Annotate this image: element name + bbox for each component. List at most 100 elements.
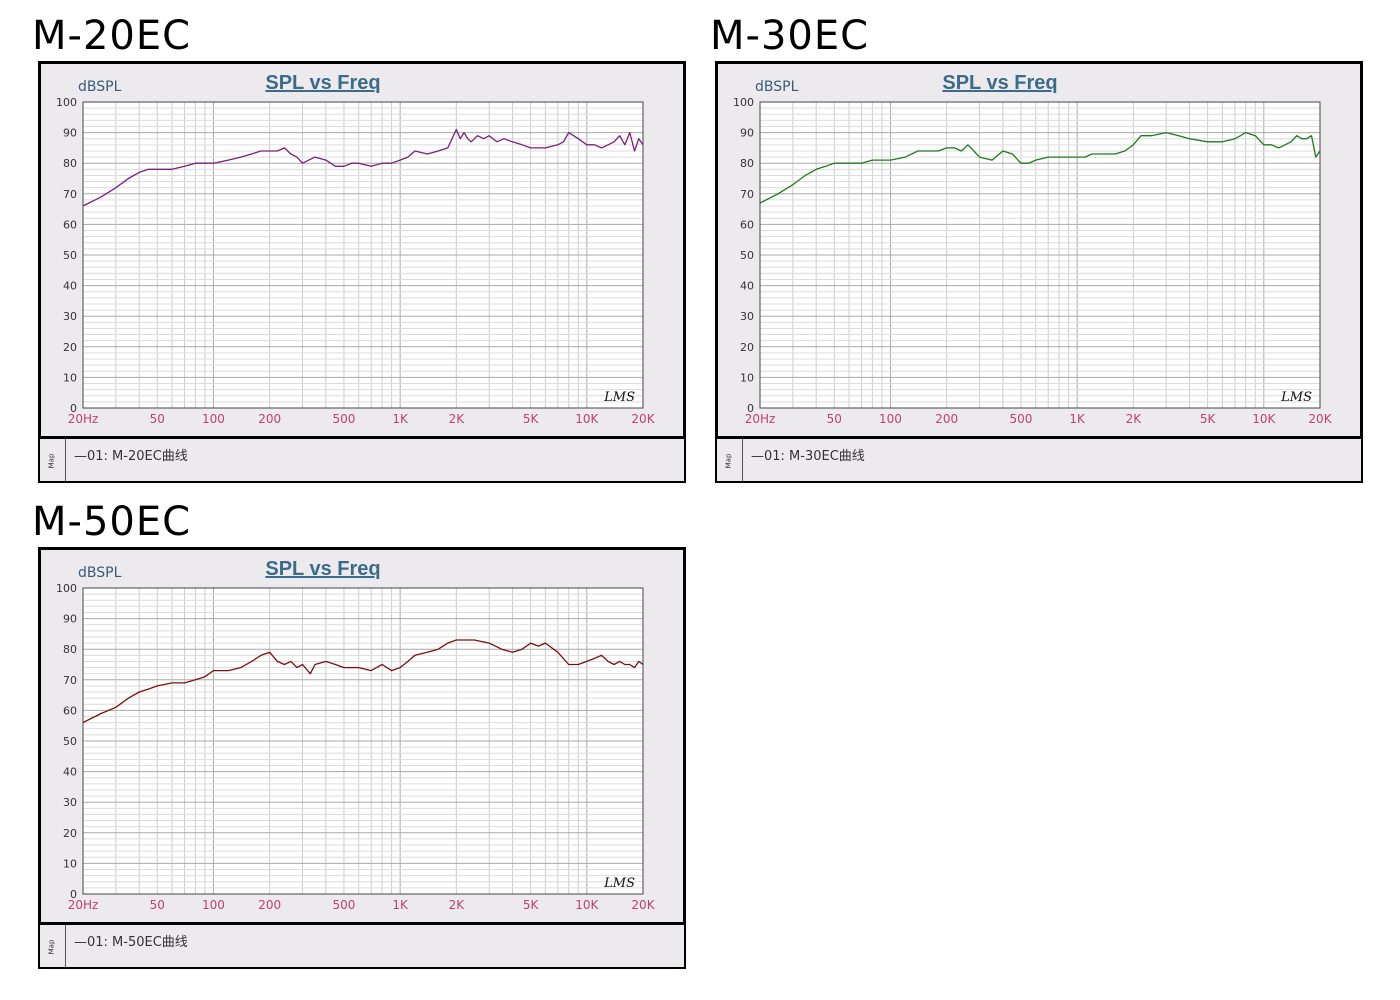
chart-frame: 0 10 20 30 40 50 60 70 80 90 100 20Hz 50 100 200 500 1K 2… — [38, 61, 686, 439]
y-axis-label: dBSPL — [755, 79, 799, 95]
x-tick-label: 1K — [392, 898, 409, 912]
y-tick-label: 60 — [63, 218, 77, 231]
y-tick-label: 90 — [63, 613, 77, 626]
y-tick-label: 0 — [70, 402, 77, 415]
lms-watermark: LMS — [603, 390, 635, 405]
spl-curve — [82, 639, 644, 724]
y-tick-label: 90 — [740, 127, 754, 140]
x-tick-label: 20K — [631, 898, 655, 912]
y-tick-label: 70 — [740, 188, 754, 201]
x-tick-label: 100 — [879, 412, 902, 426]
legend-tab[interactable]: Map — [717, 439, 743, 481]
x-tick-label: 50 — [150, 412, 165, 426]
y-tick-label: 50 — [740, 249, 754, 262]
y-tick-label: 50 — [63, 735, 77, 748]
y-tick-label: 20 — [63, 827, 77, 840]
spl-chart-m20ec: 0 10 20 30 40 50 60 70 80 90 100 20Hz 50 100 200 500 1K 2… — [56, 72, 656, 426]
legend-tab[interactable]: Map — [40, 925, 66, 967]
y-tick-label: 80 — [63, 643, 77, 656]
y-tick-label: 70 — [63, 674, 77, 687]
x-tick-label: 20Hz — [68, 898, 99, 912]
y-tick-label: 30 — [63, 310, 77, 323]
y-tick-label: 80 — [740, 157, 754, 170]
spl-chart-m30ec: 0 10 20 30 40 50 60 70 80 90 100 20Hz 50 100 200 500 1K 2… — [733, 72, 1333, 426]
chart-frame: 0 10 20 30 40 50 60 70 80 90 100 20Hz 50 100 200 500 1K 2… — [715, 61, 1363, 439]
x-tick-label: 10K — [575, 898, 599, 912]
y-tick-label: 10 — [740, 371, 754, 384]
y-tick-label: 100 — [56, 96, 77, 109]
legend-box: Map —01: M-30EC曲线 — [715, 437, 1363, 483]
y-tick-label: 40 — [63, 280, 77, 293]
plot-border — [82, 587, 644, 895]
legend-entry-label: —01: M-30EC曲线 — [751, 449, 865, 464]
y-tick-label: 60 — [63, 704, 77, 717]
spl-curve — [759, 131, 1321, 204]
chart-title: SPL vs Freq — [265, 72, 380, 94]
legend-tab-label: Map — [724, 453, 733, 469]
y-tick-label: 90 — [63, 127, 77, 140]
legend-box: Map —01: M-20EC曲线 — [38, 437, 686, 483]
model-title-m30ec: M-30EC — [710, 13, 870, 59]
legend-entry[interactable]: —01: M-20EC曲线 — [74, 445, 188, 464]
x-tick-label: 20K — [1308, 412, 1332, 426]
y-tick-label: 10 — [63, 371, 77, 384]
x-tick-label: 20Hz — [68, 412, 99, 426]
x-tick-label: 2K — [1126, 412, 1143, 426]
legend-tab[interactable]: Map — [40, 439, 66, 481]
x-tick-label: 10K — [575, 412, 599, 426]
x-tick-label: 200 — [258, 898, 281, 912]
y-axis-label: dBSPL — [78, 79, 122, 95]
x-tick-label: 5K — [523, 898, 540, 912]
y-tick-label: 10 — [63, 857, 77, 870]
y-tick-label: 20 — [740, 341, 754, 354]
y-tick-label: 0 — [747, 402, 754, 415]
x-tick-label: 1K — [392, 412, 409, 426]
chart-panel-m50ec: 0 10 20 30 40 50 60 70 80 90 100 20Hz 50 100 200 500 1K 2… — [38, 547, 686, 971]
x-tick-label: 2K — [449, 412, 466, 426]
y-tick-label: 40 — [63, 766, 77, 779]
spl-chart-m50ec: 0 10 20 30 40 50 60 70 80 90 100 20Hz 50 100 200 500 1K 2… — [56, 558, 656, 912]
lms-watermark: LMS — [1280, 390, 1312, 405]
y-tick-label: 0 — [70, 888, 77, 901]
y-tick-label: 30 — [740, 310, 754, 323]
chart-title: SPL vs Freq — [265, 558, 380, 580]
x-tick-label: 1K — [1069, 412, 1086, 426]
plot-border — [759, 101, 1321, 409]
y-axis-label: dBSPL — [78, 565, 122, 581]
chart-panel-m30ec: 0 10 20 30 40 50 60 70 80 90 100 20Hz 50 100 200 500 1K 2… — [715, 61, 1363, 485]
x-tick-label: 20Hz — [745, 412, 776, 426]
spl-curve — [82, 128, 644, 207]
x-tick-label: 200 — [935, 412, 958, 426]
x-tick-label: 50 — [827, 412, 842, 426]
x-tick-label: 5K — [1200, 412, 1217, 426]
legend-entry-label: —01: M-50EC曲线 — [74, 935, 188, 950]
legend-entry[interactable]: —01: M-50EC曲线 — [74, 931, 188, 950]
x-tick-label: 200 — [258, 412, 281, 426]
y-tick-label: 50 — [63, 249, 77, 262]
y-tick-label: 60 — [740, 218, 754, 231]
model-title-m20ec: M-20EC — [32, 13, 192, 59]
legend-tab-label: Map — [47, 453, 56, 469]
x-tick-label: 500 — [332, 412, 355, 426]
x-tick-label: 2K — [449, 898, 466, 912]
x-tick-label: 50 — [150, 898, 165, 912]
grid — [82, 587, 644, 895]
chart-panel-m20ec: 0 10 20 30 40 50 60 70 80 90 100 20Hz 50 100 200 500 1K 2… — [38, 61, 686, 485]
legend-box: Map —01: M-50EC曲线 — [38, 923, 686, 969]
legend-tab-label: Map — [47, 939, 56, 955]
chart-frame: 0 10 20 30 40 50 60 70 80 90 100 20Hz 50 100 200 500 1K 2… — [38, 547, 686, 925]
plot-border — [82, 101, 644, 409]
y-tick-label: 100 — [733, 96, 754, 109]
y-tick-label: 40 — [740, 280, 754, 293]
lms-watermark: LMS — [603, 876, 635, 891]
x-tick-label: 500 — [332, 898, 355, 912]
chart-title: SPL vs Freq — [942, 72, 1057, 94]
x-tick-label: 100 — [202, 412, 225, 426]
y-tick-label: 20 — [63, 341, 77, 354]
model-title-m50ec: M-50EC — [32, 499, 192, 545]
legend-entry[interactable]: —01: M-30EC曲线 — [751, 445, 865, 464]
x-tick-label: 500 — [1009, 412, 1032, 426]
y-tick-label: 100 — [56, 582, 77, 595]
y-tick-label: 80 — [63, 157, 77, 170]
x-tick-label: 10K — [1252, 412, 1276, 426]
